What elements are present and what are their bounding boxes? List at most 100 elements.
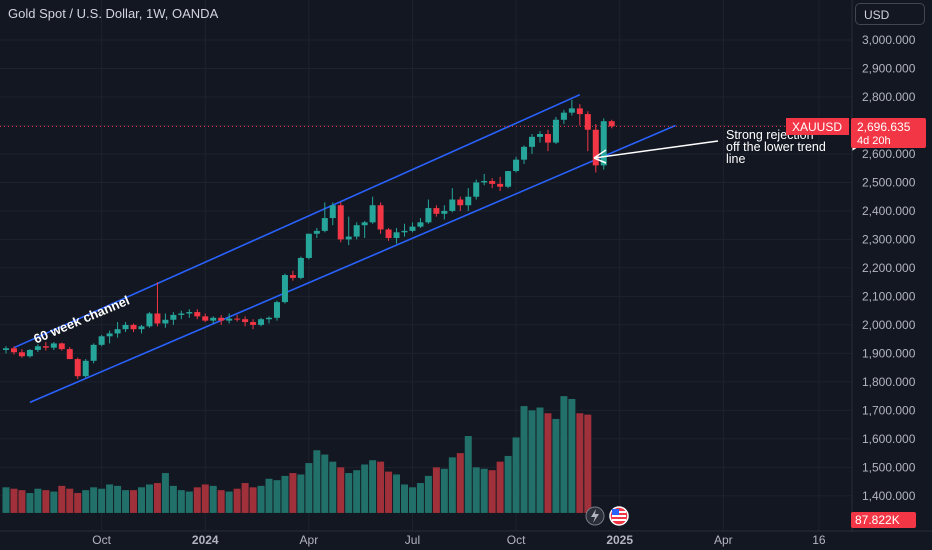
candle-body bbox=[90, 344, 97, 361]
candle-body bbox=[441, 210, 448, 214]
volume-bar bbox=[560, 396, 568, 513]
volume-bar bbox=[34, 488, 42, 513]
volume-bar bbox=[201, 484, 209, 513]
volume-bar bbox=[576, 413, 584, 513]
volume-bar bbox=[66, 488, 74, 513]
annotation-text-line: off the lower trend bbox=[726, 140, 826, 154]
candle-body bbox=[433, 208, 440, 214]
volume-bar bbox=[193, 487, 201, 513]
candle-body bbox=[186, 312, 193, 314]
time-tick-label: Apr bbox=[300, 533, 319, 547]
volume-bar bbox=[393, 474, 401, 513]
volume-bar bbox=[305, 463, 313, 513]
volume-bar bbox=[385, 471, 393, 513]
candle-body bbox=[592, 129, 599, 166]
volume-bar bbox=[257, 485, 265, 513]
volume-bar bbox=[26, 492, 34, 513]
volume-bar bbox=[145, 484, 153, 513]
volume-bar bbox=[337, 467, 345, 513]
volume-bar bbox=[552, 418, 560, 513]
volume-bar bbox=[408, 487, 416, 513]
volume-bar bbox=[58, 485, 66, 513]
volume-bar bbox=[42, 490, 50, 513]
candle-body bbox=[489, 181, 496, 184]
candle-body bbox=[178, 313, 185, 315]
symbol-label-text: XAUUSD bbox=[792, 120, 842, 134]
candle-body bbox=[544, 134, 551, 143]
time-tick-label: 2024 bbox=[192, 533, 219, 547]
candle-body bbox=[226, 318, 233, 321]
candle-body bbox=[497, 183, 504, 187]
annotation-arrowhead bbox=[593, 149, 607, 164]
candle-body bbox=[273, 302, 280, 318]
candle-body bbox=[369, 205, 376, 223]
price-tick-label: 2,400.000 bbox=[862, 204, 916, 218]
symbol-label bbox=[786, 118, 849, 135]
candle-body bbox=[377, 205, 384, 230]
volume-bar bbox=[18, 490, 26, 513]
channel-lines[interactable] bbox=[13, 93, 676, 404]
volume-bar bbox=[233, 488, 241, 513]
volume-bar bbox=[345, 473, 353, 513]
volume-bar bbox=[496, 461, 504, 513]
candle-body bbox=[170, 314, 177, 320]
candle-body bbox=[473, 182, 480, 197]
volume-bar bbox=[536, 407, 544, 513]
candle-body bbox=[305, 233, 312, 258]
volume-bar bbox=[297, 474, 305, 513]
volume-bars bbox=[2, 396, 592, 513]
candle-body bbox=[98, 336, 105, 345]
currency-button[interactable]: USD bbox=[855, 3, 925, 25]
time-axis[interactable]: Oct 2024 Apr Jul Oct 2025 Apr 16 bbox=[0, 530, 932, 547]
volume-bar bbox=[488, 470, 496, 513]
candle-body bbox=[258, 319, 265, 325]
candle-body bbox=[568, 108, 575, 113]
candle-body bbox=[465, 196, 472, 206]
volume-bar bbox=[82, 490, 90, 513]
candle-body bbox=[337, 205, 344, 240]
event-icons[interactable] bbox=[585, 506, 629, 526]
volume-bar bbox=[504, 455, 512, 513]
volume-bar bbox=[281, 475, 289, 513]
volume-bar bbox=[369, 460, 377, 513]
candle-body bbox=[449, 199, 456, 211]
volume-bar bbox=[528, 410, 536, 513]
candle-body bbox=[281, 275, 288, 303]
volume-bar bbox=[440, 468, 448, 513]
price-tick-label: 1,800.000 bbox=[862, 375, 916, 389]
volume-bar bbox=[480, 468, 488, 513]
candle-body bbox=[154, 313, 161, 324]
volume-bar bbox=[289, 473, 297, 513]
candle-body bbox=[18, 352, 25, 357]
volume-bar bbox=[448, 457, 456, 513]
candle-body bbox=[353, 225, 360, 237]
annotation-arrow bbox=[593, 140, 719, 159]
time-tick-label: 16 bbox=[812, 533, 826, 547]
candle-body bbox=[552, 119, 559, 143]
volume-bar bbox=[90, 487, 98, 513]
volume-badge-text: 87.822K bbox=[855, 513, 900, 527]
candle-body bbox=[218, 317, 225, 321]
price-tick-label: 1,900.000 bbox=[862, 346, 916, 360]
candle-body bbox=[600, 121, 607, 166]
volume-bar bbox=[568, 398, 576, 513]
candle-body bbox=[321, 218, 328, 231]
volume-bar bbox=[161, 473, 169, 513]
candle-body bbox=[42, 346, 49, 348]
volume-bar bbox=[265, 478, 273, 513]
annotation-text-line: line bbox=[726, 152, 746, 166]
candle-body bbox=[289, 275, 296, 278]
candle-body bbox=[58, 343, 65, 350]
volume-bar bbox=[169, 485, 177, 513]
candle-body bbox=[409, 226, 416, 231]
price-axis[interactable]: 3,000.0002,900.0002,800.0002,700.0002,60… bbox=[851, 0, 916, 532]
volume-bar bbox=[544, 413, 552, 513]
price-tick-label: 2,900.000 bbox=[862, 61, 916, 75]
volume-bar bbox=[50, 491, 58, 513]
volume-bar bbox=[273, 480, 281, 513]
volume-bar bbox=[512, 437, 520, 513]
volume-bar bbox=[249, 487, 257, 513]
candle-body bbox=[576, 108, 583, 115]
candle-body bbox=[361, 222, 368, 226]
